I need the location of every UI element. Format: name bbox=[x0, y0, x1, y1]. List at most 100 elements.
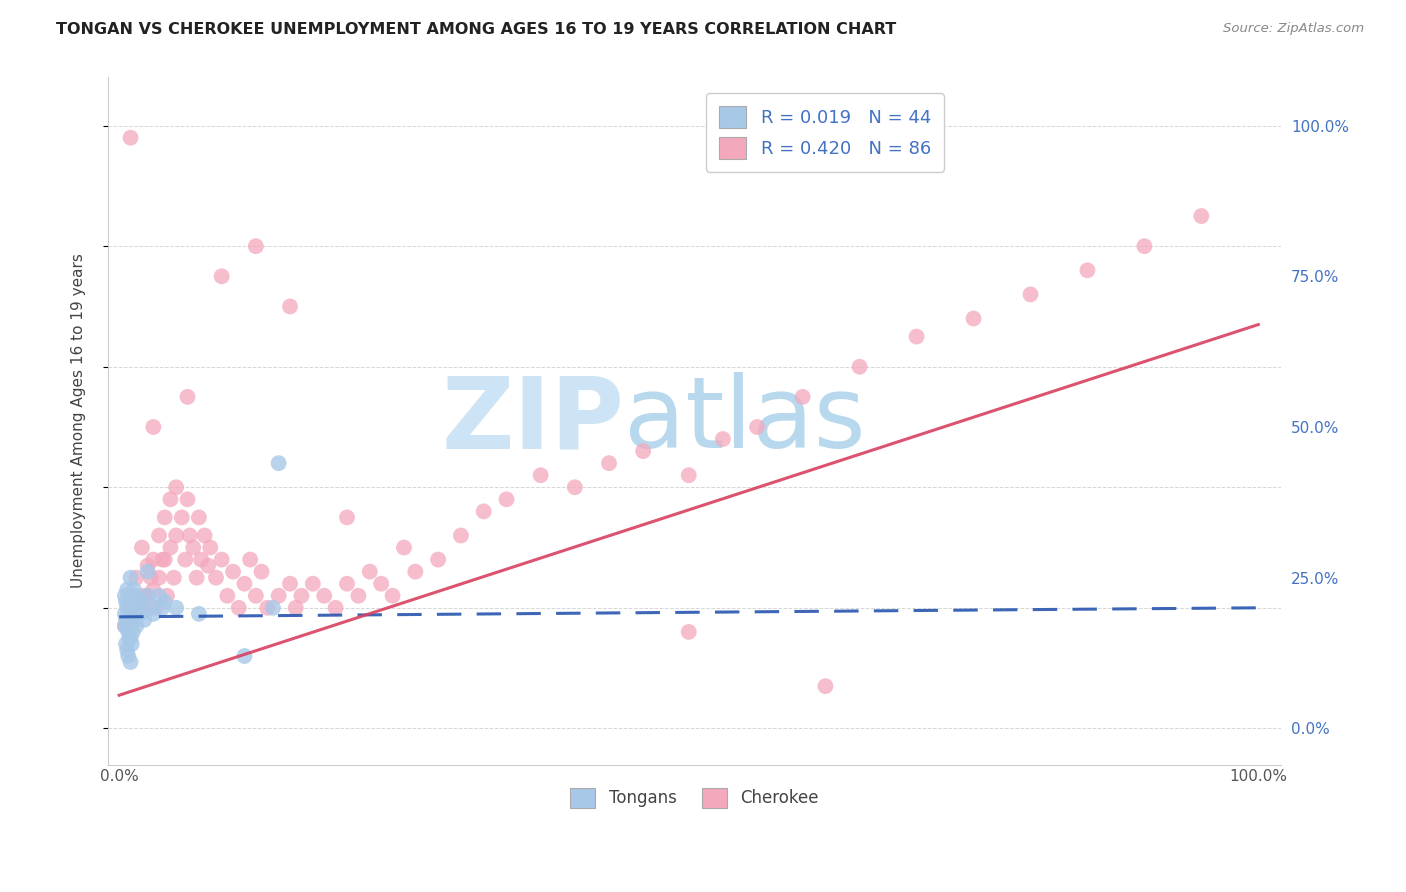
Point bbox=[176, 492, 198, 507]
Point bbox=[1133, 239, 1156, 253]
Point bbox=[139, 571, 162, 585]
Point bbox=[678, 468, 700, 483]
Point bbox=[145, 600, 167, 615]
Point bbox=[121, 595, 143, 609]
Point bbox=[325, 600, 347, 615]
Point bbox=[711, 432, 734, 446]
Point bbox=[194, 528, 217, 542]
Point bbox=[152, 552, 174, 566]
Point bbox=[114, 619, 136, 633]
Point bbox=[115, 637, 138, 651]
Point bbox=[114, 619, 136, 633]
Point bbox=[118, 631, 141, 645]
Point bbox=[115, 582, 138, 597]
Point bbox=[336, 510, 359, 524]
Point bbox=[120, 130, 142, 145]
Text: ZIP: ZIP bbox=[441, 373, 624, 469]
Y-axis label: Unemployment Among Ages 16 to 19 years: Unemployment Among Ages 16 to 19 years bbox=[72, 253, 86, 589]
Point bbox=[165, 600, 187, 615]
Point bbox=[290, 589, 312, 603]
Point bbox=[115, 595, 138, 609]
Point bbox=[222, 565, 245, 579]
Point bbox=[156, 589, 179, 603]
Point bbox=[134, 589, 156, 603]
Point bbox=[148, 571, 170, 585]
Point bbox=[301, 576, 323, 591]
Text: Source: ZipAtlas.com: Source: ZipAtlas.com bbox=[1223, 22, 1364, 36]
Point bbox=[153, 595, 176, 609]
Point bbox=[128, 607, 150, 621]
Point bbox=[239, 552, 262, 566]
Point bbox=[205, 571, 228, 585]
Point bbox=[165, 480, 187, 494]
Point bbox=[404, 565, 426, 579]
Point bbox=[121, 624, 143, 639]
Point bbox=[472, 504, 495, 518]
Point bbox=[631, 444, 654, 458]
Point bbox=[115, 643, 138, 657]
Point bbox=[381, 589, 404, 603]
Point bbox=[1189, 209, 1212, 223]
Point bbox=[142, 607, 165, 621]
Point bbox=[598, 456, 620, 470]
Point bbox=[128, 600, 150, 615]
Point bbox=[905, 329, 928, 343]
Point bbox=[136, 558, 159, 573]
Point bbox=[245, 239, 267, 253]
Point bbox=[115, 600, 138, 615]
Point bbox=[118, 607, 141, 621]
Point bbox=[187, 510, 209, 524]
Point bbox=[152, 600, 174, 615]
Point bbox=[745, 420, 768, 434]
Point bbox=[115, 619, 138, 633]
Point bbox=[267, 589, 290, 603]
Point bbox=[495, 492, 517, 507]
Point bbox=[284, 600, 307, 615]
Point bbox=[174, 552, 197, 566]
Point bbox=[120, 631, 142, 645]
Point bbox=[228, 600, 250, 615]
Point bbox=[120, 613, 142, 627]
Point bbox=[139, 600, 162, 615]
Point bbox=[117, 624, 139, 639]
Point bbox=[211, 269, 233, 284]
Point bbox=[153, 510, 176, 524]
Point bbox=[1019, 287, 1042, 301]
Point bbox=[153, 552, 176, 566]
Point bbox=[120, 571, 142, 585]
Point bbox=[392, 541, 415, 555]
Point bbox=[136, 589, 159, 603]
Point bbox=[134, 613, 156, 627]
Point bbox=[131, 595, 153, 609]
Point bbox=[181, 541, 204, 555]
Point bbox=[117, 648, 139, 663]
Point bbox=[678, 624, 700, 639]
Point bbox=[848, 359, 870, 374]
Point bbox=[186, 571, 208, 585]
Point bbox=[187, 607, 209, 621]
Point bbox=[190, 552, 212, 566]
Point bbox=[450, 528, 472, 542]
Point bbox=[250, 565, 273, 579]
Point bbox=[115, 613, 138, 627]
Point bbox=[179, 528, 201, 542]
Point bbox=[245, 589, 267, 603]
Point bbox=[136, 589, 159, 603]
Point bbox=[792, 390, 814, 404]
Point bbox=[267, 456, 290, 470]
Point bbox=[370, 576, 392, 591]
Point bbox=[359, 565, 381, 579]
Point bbox=[564, 480, 586, 494]
Point bbox=[159, 492, 181, 507]
Point bbox=[159, 541, 181, 555]
Point bbox=[121, 607, 143, 621]
Point bbox=[125, 619, 148, 633]
Point bbox=[120, 607, 142, 621]
Point bbox=[176, 390, 198, 404]
Point bbox=[1076, 263, 1098, 277]
Point bbox=[170, 510, 193, 524]
Point bbox=[211, 552, 233, 566]
Point bbox=[120, 655, 142, 669]
Point bbox=[117, 600, 139, 615]
Point bbox=[233, 648, 256, 663]
